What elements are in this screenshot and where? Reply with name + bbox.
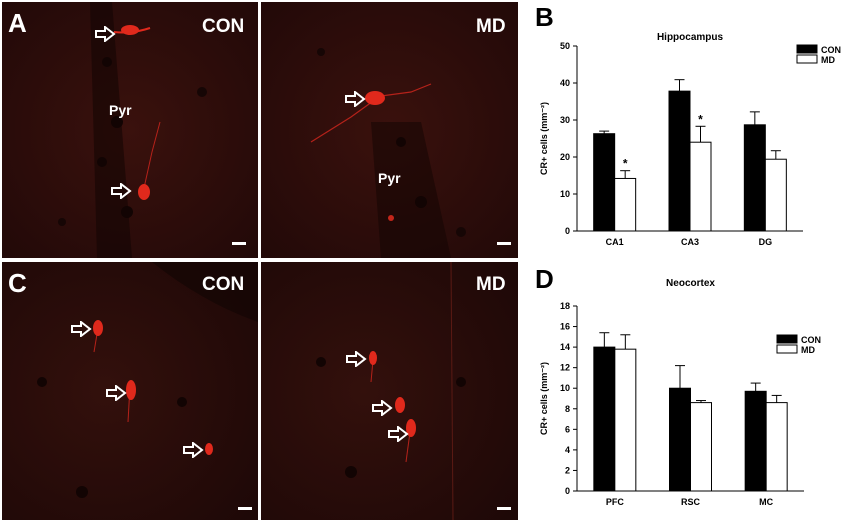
arrow-icon: [111, 183, 132, 199]
neuron-cell: [365, 91, 385, 105]
y-tick-label: 40: [560, 78, 570, 88]
bar-con: [668, 90, 691, 232]
x-tick-label: RSC: [681, 497, 701, 507]
scale-bar: [238, 507, 252, 510]
x-tick-label: DG: [759, 237, 773, 247]
condition-label-md: MD: [476, 274, 506, 295]
y-tick-label: 18: [560, 301, 570, 311]
bar-md: [614, 177, 637, 232]
region-label-pyr: Pyr: [378, 170, 401, 186]
legend-label-con: CON: [801, 335, 821, 345]
panel-label-b: B: [535, 2, 554, 32]
bar-con: [743, 124, 766, 232]
bar-con: [669, 387, 691, 492]
neuron-cell: [395, 397, 405, 413]
condition-label-md: MD: [476, 16, 506, 37]
bar-md: [614, 348, 637, 492]
condition-label-con: CON: [202, 274, 245, 295]
condition-label-con: CON: [202, 16, 245, 37]
legend-swatch-con: [796, 44, 818, 54]
bar-con: [593, 346, 616, 492]
micrograph-c-md: MD: [261, 262, 518, 520]
y-axis-label: CR+ cells (mm⁻²): [539, 102, 549, 175]
bar-md: [765, 402, 788, 492]
y-axis-label: CR+ cells (mm⁻²): [539, 362, 549, 435]
neuron-cell: [121, 25, 139, 35]
micrograph-a-md: MD Pyr: [261, 2, 518, 258]
legend-swatch-md: [776, 344, 798, 354]
y-tick-label: 50: [560, 41, 570, 51]
micrograph-c-con-image: [2, 262, 258, 520]
x-tick-label: MC: [759, 497, 773, 507]
x-tick-label: PFC: [606, 497, 625, 507]
chart-title: Neocortex: [666, 278, 715, 289]
y-tick-label: 0: [565, 486, 570, 496]
arrow-icon: [106, 385, 127, 401]
micrograph-a-md-image: [261, 2, 518, 258]
neocortex-bar-chart: Neocortex 0 2 4 6 8 10 12 14 16 18 CR+ cells (mm⁻²)…: [539, 278, 821, 507]
y-tick-label: 4: [565, 445, 570, 455]
y-tick-label: 8: [565, 404, 570, 414]
y-tick-label: 14: [560, 342, 570, 352]
neuron-cell: [205, 443, 213, 455]
arrow-icon: [346, 351, 367, 367]
arrow-icon: [71, 321, 92, 337]
hippocampus-bar-chart: Hippocampus 0 10 20 30 40 50 CR+ cells (mm⁻²) CA…: [539, 32, 841, 247]
legend-swatch-con: [776, 334, 798, 344]
y-tick-label: 12: [560, 363, 570, 373]
y-tick-label: 10: [560, 383, 570, 393]
y-tick-label: 0: [565, 226, 570, 236]
legend-swatch-md: [796, 54, 818, 64]
bar-md: [689, 141, 712, 232]
micrograph-a-con-image: [2, 2, 258, 258]
micrograph-c-md-image: [261, 262, 518, 520]
y-tick-label: 2: [565, 465, 570, 475]
panel-label-d: D: [535, 264, 554, 294]
arrow-icon: [95, 26, 116, 42]
y-tick-label: 16: [560, 322, 570, 332]
bar-md: [690, 402, 712, 492]
chart-title: Hippocampus: [657, 32, 724, 43]
scale-bar: [497, 242, 511, 245]
y-tick-label: 20: [560, 152, 570, 162]
neuron-cell: [126, 380, 136, 400]
bar-md: [764, 158, 787, 232]
significance-marker: *: [698, 112, 703, 126]
arrow-icon: [183, 442, 204, 458]
panel-label-a: A: [8, 8, 27, 38]
scale-bar: [497, 507, 511, 510]
micrograph-a-con: A CON Pyr: [2, 2, 258, 258]
y-tick-label: 6: [565, 424, 570, 434]
bar-con: [593, 133, 616, 232]
y-tick-label: 30: [560, 115, 570, 125]
legend-label-md: MD: [801, 345, 815, 355]
neuron-cell: [93, 320, 103, 336]
arrow-icon: [372, 400, 393, 416]
x-tick-label: CA3: [681, 237, 699, 247]
region-label-pyr: Pyr: [109, 102, 132, 118]
arrow-icon: [345, 91, 366, 107]
x-tick-label: CA1: [606, 237, 624, 247]
neuron-cell: [138, 184, 150, 200]
scale-bar: [232, 242, 246, 245]
bar-con: [744, 390, 767, 492]
panel-label-c: C: [8, 268, 27, 298]
significance-marker: *: [623, 157, 628, 171]
arrow-icon: [388, 426, 409, 442]
neuron-cell: [406, 419, 416, 437]
micrograph-c-con: C CON: [2, 262, 258, 520]
y-tick-label: 10: [560, 189, 570, 199]
legend-label-md: MD: [821, 55, 835, 65]
neuron-cell: [369, 351, 377, 365]
legend-label-con: CON: [821, 45, 841, 55]
